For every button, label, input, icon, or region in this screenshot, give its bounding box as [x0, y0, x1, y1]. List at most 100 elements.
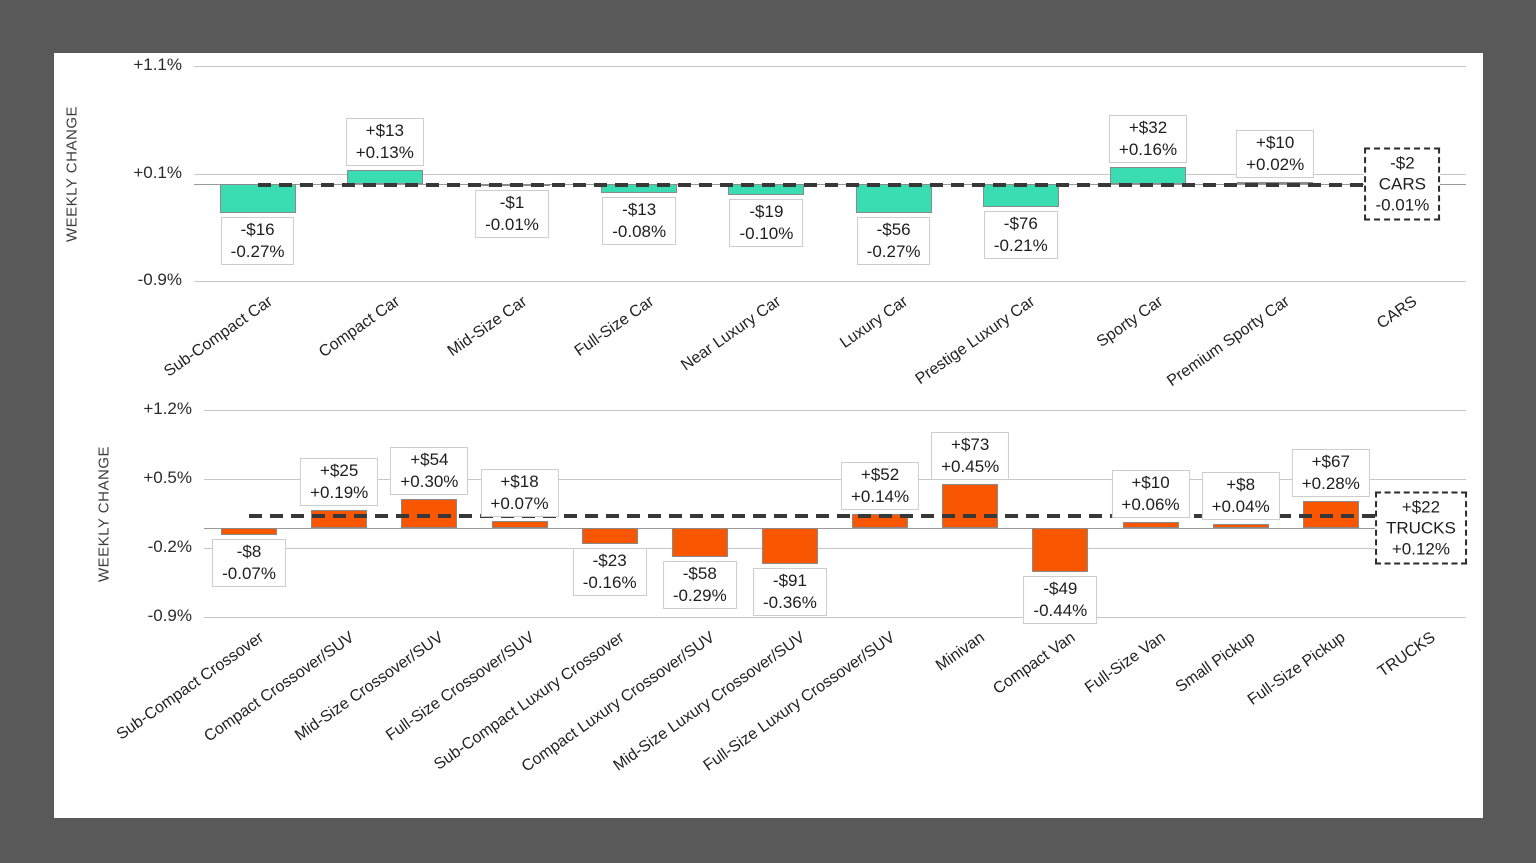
bar	[401, 498, 458, 529]
bar	[219, 184, 296, 214]
cars-weekly-change-chart: +1.1% +0.1% -0.9% WEEKLY CHANGE -$16 -0.27% +$…	[54, 53, 1483, 818]
bar-dollar-label: -$76	[1003, 213, 1038, 233]
gridline	[204, 548, 1466, 549]
bar-value-label: -$1 -0.01%	[475, 190, 549, 239]
bar-percent-label: +0.13%	[355, 143, 414, 163]
category-label: TRUCKS	[1375, 629, 1439, 681]
bar-percent-label: -0.07%	[222, 564, 276, 584]
bar-dollar-label: +$32	[1128, 118, 1168, 138]
gridline	[194, 281, 1466, 282]
bar	[1212, 524, 1269, 529]
bar-value-label: +$10 +0.02%	[1236, 130, 1315, 179]
y-tick-label: +1.1%	[133, 55, 182, 74]
bar-percent-label: +0.28%	[1301, 473, 1360, 493]
bar-dollar-label: +$67	[1311, 451, 1350, 471]
y-tick-label: +1.2%	[143, 399, 192, 418]
category-label: Full-Size Crossover/SUV	[382, 629, 538, 745]
bar	[1122, 522, 1179, 529]
bar	[581, 528, 638, 545]
bar-percent-label: -0.01%	[485, 215, 539, 235]
summary-group-label: TRUCKS	[1385, 518, 1456, 538]
category-label: Compact Van	[989, 629, 1079, 698]
bar-value-label: -$56 -0.27%	[856, 217, 931, 266]
bar-value-label: -$76 -0.21%	[983, 210, 1058, 259]
bar-value-label: +$32 +0.16%	[1108, 115, 1188, 164]
bar-percent-label: -0.36%	[762, 592, 817, 612]
bar-value-label: -$23 -0.16%	[572, 548, 647, 597]
summary-box: +$22 TRUCKS +0.12%	[1374, 491, 1467, 565]
bar-percent-label: -0.29%	[672, 585, 727, 605]
bar-dollar-label: -$91	[772, 570, 807, 590]
bar-dollar-label: +$52	[860, 465, 900, 485]
category-label: Full-Size Van	[1081, 629, 1169, 697]
bar-percent-label: -0.27%	[866, 242, 921, 262]
bar-percent-label: -0.08%	[612, 221, 667, 241]
bar-dollar-label: -$23	[592, 551, 627, 571]
bar-dollar-label: -$19	[749, 202, 784, 221]
bar	[221, 528, 278, 536]
zero-line	[204, 528, 1466, 530]
y-tick-label: -0.9%	[147, 606, 192, 625]
gridline	[204, 410, 1466, 411]
bar-dollar-label: -$16	[240, 220, 275, 240]
bar	[761, 528, 818, 564]
bar-percent-label: +0.45%	[941, 456, 1000, 476]
gridline	[204, 617, 1466, 618]
bar-dollar-label: +$13	[365, 121, 404, 141]
category-label: Mid-Size Crossover/SUV	[292, 629, 448, 745]
bar-value-label: +$73 +0.45%	[931, 431, 1010, 480]
trucks-weekly-change-chart: +1.2% +0.5% -0.2% -0.9% WEEKLY CHANGE -$8 -0.0…	[54, 53, 1483, 818]
y-tick-label: -0.2%	[147, 537, 192, 556]
bar-dollar-label: +$8	[1226, 475, 1256, 495]
bar-percent-label: -0.27%	[230, 242, 285, 262]
bar-value-label: -$58 -0.29%	[662, 560, 737, 609]
bar-percent-label: +0.06%	[1121, 495, 1180, 515]
category-label: Small Pickup	[1172, 629, 1259, 696]
bar-value-label: -$19 -0.10%	[729, 199, 804, 247]
bar-value-label: -$8 -0.07%	[212, 539, 286, 588]
bar-dollar-label: +$10	[1131, 473, 1170, 493]
bar	[491, 521, 548, 529]
category-label: Compact Crossover/SUV	[200, 629, 357, 746]
bar-value-label: +$18 +0.07%	[480, 469, 559, 518]
bar-value-label: +$10 +0.06%	[1111, 470, 1190, 519]
bar-dollar-label: -$1	[499, 193, 525, 213]
bar-percent-label: +0.14%	[850, 487, 910, 507]
bar-dollar-label: +$10	[1256, 133, 1295, 153]
gridline	[204, 479, 1466, 480]
bar-value-label: +$67 +0.28%	[1291, 448, 1370, 497]
category-label: Full-Size Pickup	[1244, 629, 1349, 709]
gridline	[194, 66, 1466, 67]
bar-dollar-label: +$54	[410, 449, 449, 469]
bar-percent-label: +0.07%	[490, 494, 549, 514]
y-tick-label: +0.5%	[143, 468, 192, 487]
bar-value-label: -$16 -0.27%	[220, 217, 295, 266]
bar-percent-label: +0.16%	[1118, 140, 1178, 160]
bar-value-label: +$13 +0.13%	[345, 118, 424, 167]
summary-box: -$2 CARS -0.01%	[1364, 147, 1441, 221]
bar-percent-label: +0.04%	[1211, 497, 1270, 517]
bar	[311, 509, 368, 529]
bar-dollar-label: +$73	[951, 434, 990, 454]
bar-percent-label: +0.30%	[400, 471, 459, 491]
average-line	[257, 183, 1403, 188]
bar-dollar-label: +$25	[320, 460, 359, 480]
bar-percent-label: -0.44%	[1033, 600, 1088, 620]
bar-value-label: -$13 -0.08%	[602, 196, 677, 245]
summary-percent-label: +0.12%	[1391, 539, 1450, 559]
bar	[1032, 528, 1089, 572]
summary-dollar-label: +$22	[1401, 497, 1441, 517]
bar-value-label: +$25 +0.19%	[300, 457, 379, 506]
bar-dollar-label: -$58	[682, 563, 717, 583]
y-tick-label: +0.1%	[133, 162, 182, 182]
bar-dollar-label: +$18	[500, 472, 539, 492]
category-label: Minivan	[933, 629, 988, 675]
bar-value-label: +$52 +0.14%	[840, 462, 920, 511]
bar-value-label: -$91 -0.36%	[752, 567, 827, 616]
average-line	[249, 514, 1421, 519]
bar-dollar-label: -$8	[236, 542, 262, 562]
bar-percent-label: -0.10%	[739, 224, 794, 243]
bar-value-label: -$49 -0.44%	[1023, 575, 1098, 624]
bar-value-label: +$8 +0.04%	[1201, 472, 1280, 521]
